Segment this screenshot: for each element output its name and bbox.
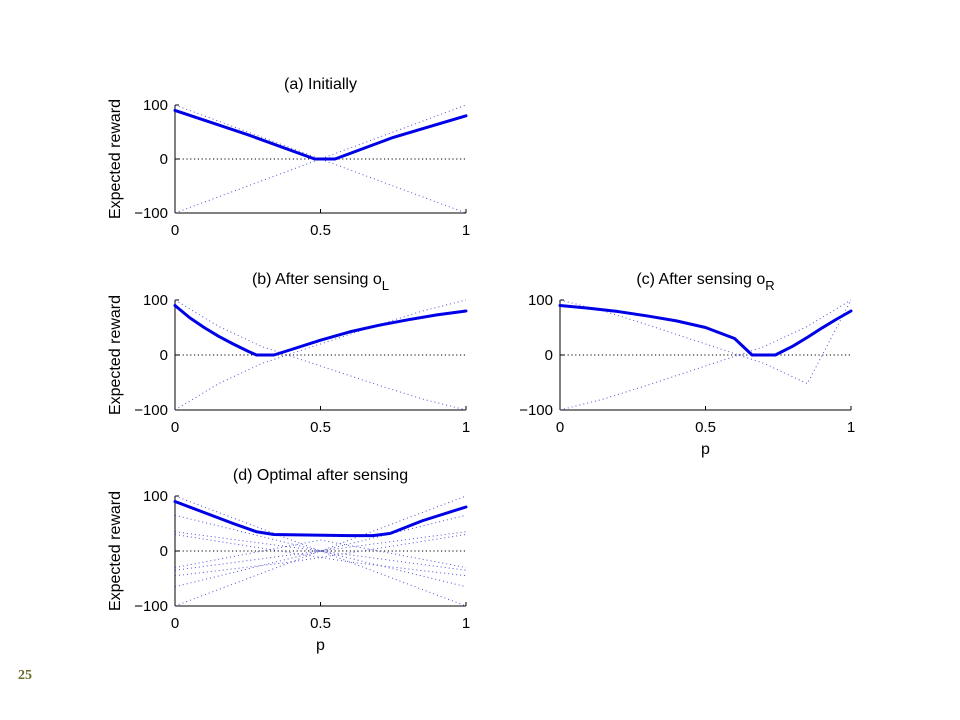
alpha-vector-line <box>174 534 467 577</box>
y-tick-label: −100 <box>134 402 168 419</box>
y-tick-label: 100 <box>143 97 168 114</box>
y-axis-label: Expected reward <box>107 491 124 611</box>
panel-title: (d) Optimal after sensing <box>233 467 408 484</box>
alpha-vector-line <box>559 299 852 411</box>
x-tick-label: 0 <box>556 419 564 436</box>
y-axis-label: Expected reward <box>107 295 124 415</box>
y-tick-label: 100 <box>143 292 168 309</box>
panel-title-text: (a) Initially <box>284 76 357 93</box>
panel-title-subscript: R <box>765 278 774 293</box>
x-tick-label: 0 <box>171 222 179 239</box>
panel-title: (c) After sensing oR <box>636 271 774 293</box>
y-tick-label: −100 <box>134 205 168 222</box>
alpha-vector-line <box>174 299 467 411</box>
alpha-vector-line <box>174 539 467 568</box>
y-tick-label: −100 <box>519 402 553 419</box>
panel-title: (a) Initially <box>284 76 357 93</box>
x-tick-label: 1 <box>462 419 470 436</box>
panel-title-subscript: L <box>382 278 389 293</box>
panel-title: (b) After sensing oL <box>252 271 389 293</box>
alpha-vector-line <box>559 299 852 385</box>
x-axis-label: p <box>701 441 710 458</box>
x-tick-label: 0.5 <box>695 419 716 436</box>
panel-title-text: (d) Optimal after sensing <box>233 467 408 484</box>
alpha-vector-line <box>174 299 467 411</box>
x-tick-label: 1 <box>462 615 470 632</box>
y-axis-label: Expected reward <box>107 99 124 219</box>
alpha-vector-line <box>174 534 467 577</box>
x-tick-label: 1 <box>462 222 470 239</box>
y-tick-label: 100 <box>528 292 553 309</box>
value-function-line <box>173 304 468 357</box>
y-tick-label: 100 <box>143 488 168 505</box>
x-tick-label: 0.5 <box>310 615 331 632</box>
x-tick-label: 0.5 <box>310 419 331 436</box>
x-axis-label: p <box>316 637 325 654</box>
value-function-line <box>558 304 853 357</box>
value-function-line <box>173 108 468 161</box>
alpha-vector-line <box>174 531 467 571</box>
y-tick-label: 0 <box>160 151 168 168</box>
panel-title-text: (c) After sensing o <box>636 271 765 288</box>
y-tick-label: −100 <box>134 598 168 615</box>
y-tick-label: 0 <box>545 347 553 364</box>
x-tick-label: 1 <box>847 419 855 436</box>
y-tick-label: 0 <box>160 543 168 560</box>
slide-number: 25 <box>18 668 32 683</box>
x-tick-label: 0 <box>171 419 179 436</box>
y-tick-label: 0 <box>160 347 168 364</box>
alpha-vector-line <box>174 531 467 571</box>
x-tick-label: 0.5 <box>310 222 331 239</box>
value-function-line <box>173 500 468 538</box>
panel-title-text: (b) After sensing o <box>252 271 382 288</box>
x-tick-label: 0 <box>171 615 179 632</box>
